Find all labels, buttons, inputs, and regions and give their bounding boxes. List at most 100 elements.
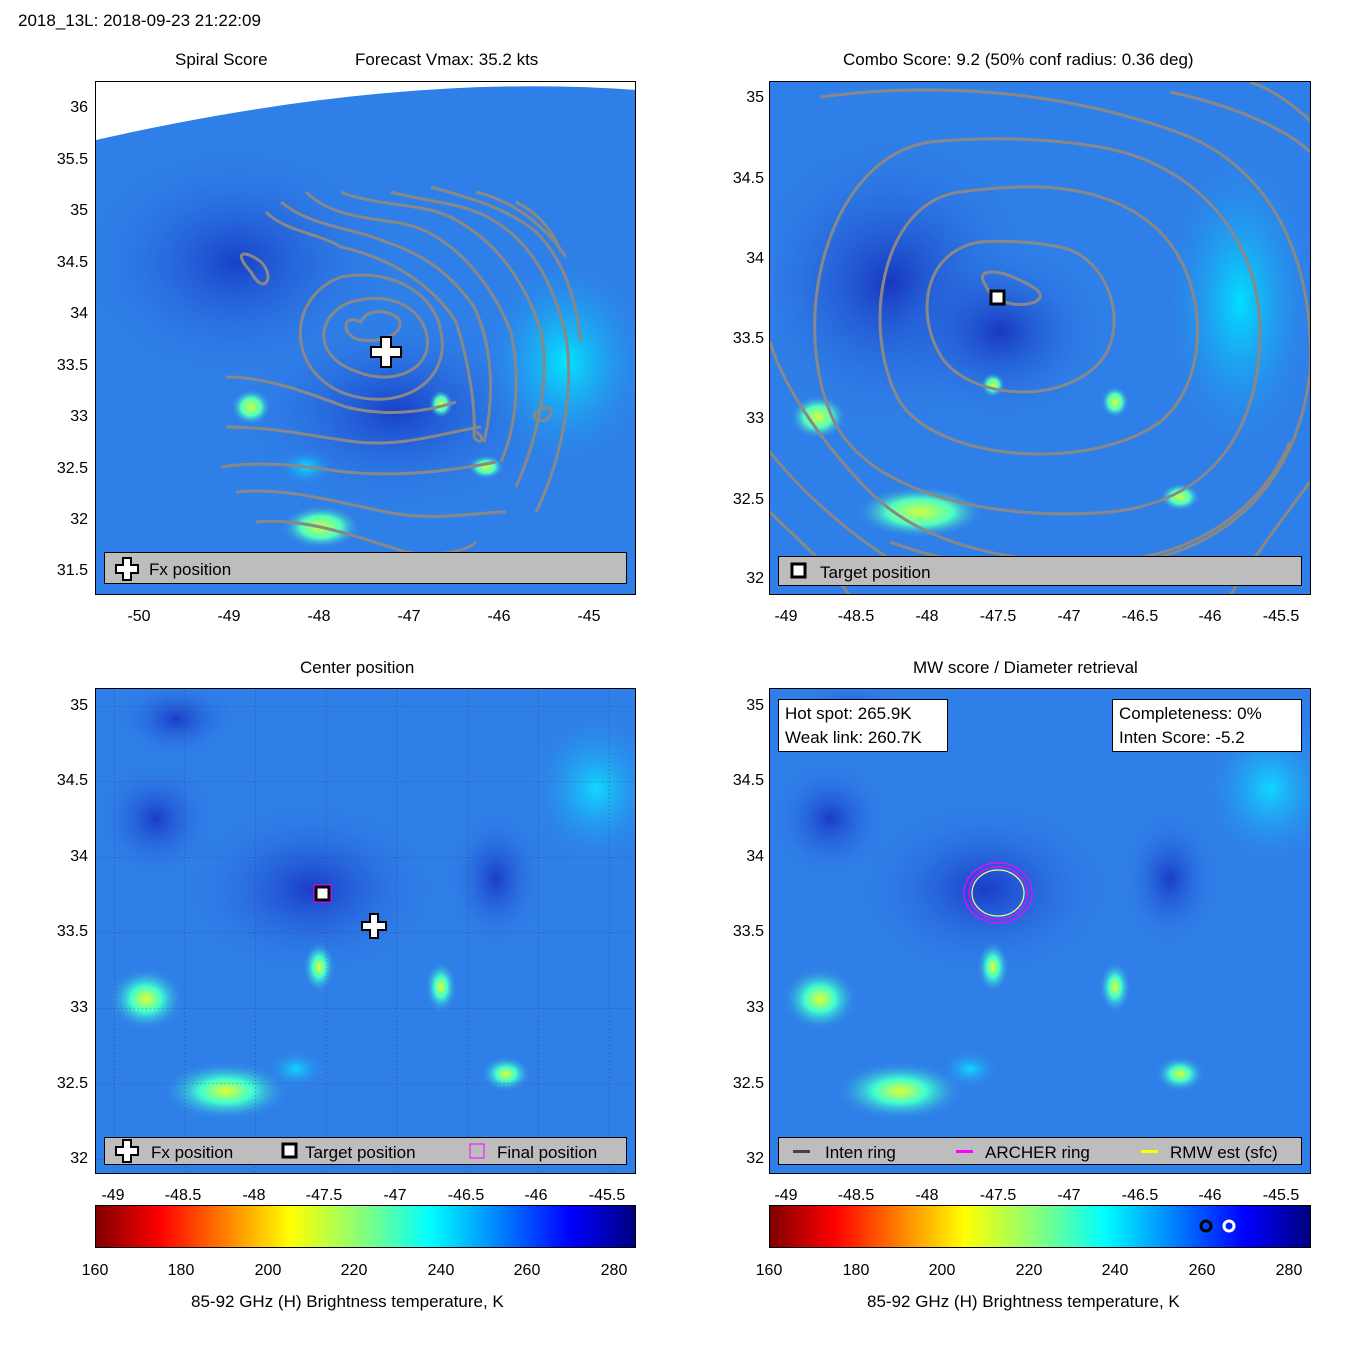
spiral-xtick: -45 xyxy=(577,608,601,625)
cbar-left-tick: 240 xyxy=(427,1262,455,1279)
cbar-right-tick: 260 xyxy=(1188,1262,1216,1279)
combo-xtick: -47.5 xyxy=(979,608,1017,625)
combo-xtick: -46.5 xyxy=(1121,608,1159,625)
mw-legend: Inten ring ARCHER ring RMW est (sfc) xyxy=(778,1137,1302,1165)
weak-link-value: Weak link: 260.7K xyxy=(785,728,922,747)
completeness-value: Completeness: 0% xyxy=(1119,704,1262,723)
fx-position-label: Fx position xyxy=(149,560,232,579)
spiral-ytick: 35 xyxy=(70,202,88,219)
combo-xtick: -48 xyxy=(915,608,939,625)
spiral-ytick: 33.5 xyxy=(56,357,88,374)
archer-ring xyxy=(963,862,1033,924)
cbar-left-tick: 260 xyxy=(513,1262,541,1279)
fx-position-icon xyxy=(115,557,139,581)
combo-xtick: -45.5 xyxy=(1262,608,1300,625)
final-position-marker xyxy=(313,884,332,903)
colorbar-left xyxy=(95,1205,636,1248)
mw-xtick: -46 xyxy=(1198,1187,1222,1204)
center-ytick: 32.5 xyxy=(56,1075,88,1092)
cbar-right-tick: 180 xyxy=(842,1262,870,1279)
spiral-ytick: 31.5 xyxy=(56,562,88,579)
center-xtick: -47.5 xyxy=(305,1187,343,1204)
mw-ytick: 33.5 xyxy=(732,923,764,940)
mw-xtick: -46.5 xyxy=(1121,1187,1159,1204)
target-position-label: Target position xyxy=(305,1143,416,1162)
spiral-ytick: 36 xyxy=(70,99,88,116)
fx-position-marker xyxy=(361,913,387,939)
center-ytick: 34 xyxy=(70,848,88,865)
hot-spot-marker xyxy=(1222,1219,1236,1233)
colorbar-right xyxy=(769,1205,1311,1248)
center-position-plot: Fx position Target position Final positi… xyxy=(95,688,636,1174)
center-ytick: 33.5 xyxy=(56,923,88,940)
cbar-left-tick: 280 xyxy=(600,1262,628,1279)
fx-position-label: Fx position xyxy=(151,1143,234,1162)
mw-xtick: -48 xyxy=(915,1187,939,1204)
inten-ring-label: Inten ring xyxy=(825,1143,896,1162)
mw-xtick: -47 xyxy=(1057,1187,1081,1204)
completeness-box: Completeness: 0% Inten Score: -5.2 xyxy=(1112,699,1302,752)
spiral-xtick: -49 xyxy=(217,608,241,625)
figure-title: 2018_13L: 2018-09-23 21:22:09 xyxy=(18,11,261,30)
archer-ring-label: ARCHER ring xyxy=(985,1143,1090,1162)
colorbar-markers xyxy=(1199,1219,1236,1233)
cbar-right-tick: 240 xyxy=(1101,1262,1129,1279)
combo-ytick: 35 xyxy=(746,89,764,106)
inten-score-value: Inten Score: -5.2 xyxy=(1119,728,1245,747)
combo-score-plot: Target position xyxy=(769,81,1311,595)
mw-ytick: 33 xyxy=(746,999,764,1016)
spiral-xtick: -48 xyxy=(307,608,331,625)
center-xtick: -45.5 xyxy=(588,1187,626,1204)
mw-ytick: 32 xyxy=(746,1150,764,1167)
combo-xtick: -47 xyxy=(1057,608,1081,625)
mw-ytick: 35 xyxy=(746,697,764,714)
rmw-ring xyxy=(971,869,1025,917)
center-xtick: -48 xyxy=(242,1187,266,1204)
spiral-title: Spiral Score xyxy=(175,50,268,69)
target-position-marker xyxy=(314,885,331,902)
inten-ring-swatch xyxy=(793,1150,810,1153)
forecast-vmax: Forecast Vmax: 35.2 kts xyxy=(355,50,539,69)
cbar-right-tick: 280 xyxy=(1275,1262,1303,1279)
colorbar-right-label: 85-92 GHz (H) Brightness temperature, K xyxy=(867,1292,1180,1311)
spiral-ytick: 35.5 xyxy=(56,151,88,168)
center-xtick: -46.5 xyxy=(447,1187,485,1204)
mw-title: MW score / Diameter retrieval xyxy=(913,658,1138,677)
center-heatmap xyxy=(96,689,635,1173)
fx-position-marker xyxy=(370,336,402,368)
combo-ytick: 34 xyxy=(746,250,764,267)
combo-ytick: 33.5 xyxy=(732,330,764,347)
archer-ring-swatch xyxy=(956,1150,973,1153)
combo-ytick: 32 xyxy=(746,570,764,587)
center-ytick: 34.5 xyxy=(56,772,88,789)
hot-spot-value: Hot spot: 265.9K xyxy=(785,704,912,723)
combo-ytick: 33 xyxy=(746,410,764,427)
cbar-left-tick: 220 xyxy=(340,1262,368,1279)
combo-ytick: 32.5 xyxy=(732,491,764,508)
target-position-marker xyxy=(989,289,1006,306)
combo-legend: Target position xyxy=(778,556,1302,586)
spiral-ytick: 32 xyxy=(70,511,88,528)
center-xtick: -48.5 xyxy=(164,1187,202,1204)
hot-spot-box: Hot spot: 265.9K Weak link: 260.7K xyxy=(778,699,948,752)
cbar-right-tick: 200 xyxy=(928,1262,956,1279)
mw-ytick: 34 xyxy=(746,848,764,865)
cbar-left-tick: 160 xyxy=(81,1262,109,1279)
center-legend: Fx position Target position Final positi… xyxy=(104,1137,627,1165)
spiral-ytick: 33 xyxy=(70,408,88,425)
cbar-right-tick: 220 xyxy=(1015,1262,1043,1279)
colorbar-left-label: 85-92 GHz (H) Brightness temperature, K xyxy=(191,1292,504,1311)
rmw-label: RMW est (sfc) xyxy=(1170,1143,1278,1162)
spiral-legend: Fx position xyxy=(104,552,627,584)
combo-title: Combo Score: 9.2 (50% conf radius: 0.36 … xyxy=(843,50,1194,69)
target-position-icon xyxy=(281,1142,298,1159)
target-position-label: Target position xyxy=(820,563,931,582)
combo-heatmap xyxy=(770,82,1310,594)
fx-position-icon xyxy=(115,1139,139,1163)
mw-score-plot: Hot spot: 265.9K Weak link: 260.7K Compl… xyxy=(769,688,1311,1174)
spiral-xtick: -47 xyxy=(397,608,421,625)
final-position-icon xyxy=(469,1143,485,1159)
mw-ytick: 34.5 xyxy=(732,772,764,789)
center-xtick: -47 xyxy=(383,1187,407,1204)
spiral-ytick: 34 xyxy=(70,305,88,322)
